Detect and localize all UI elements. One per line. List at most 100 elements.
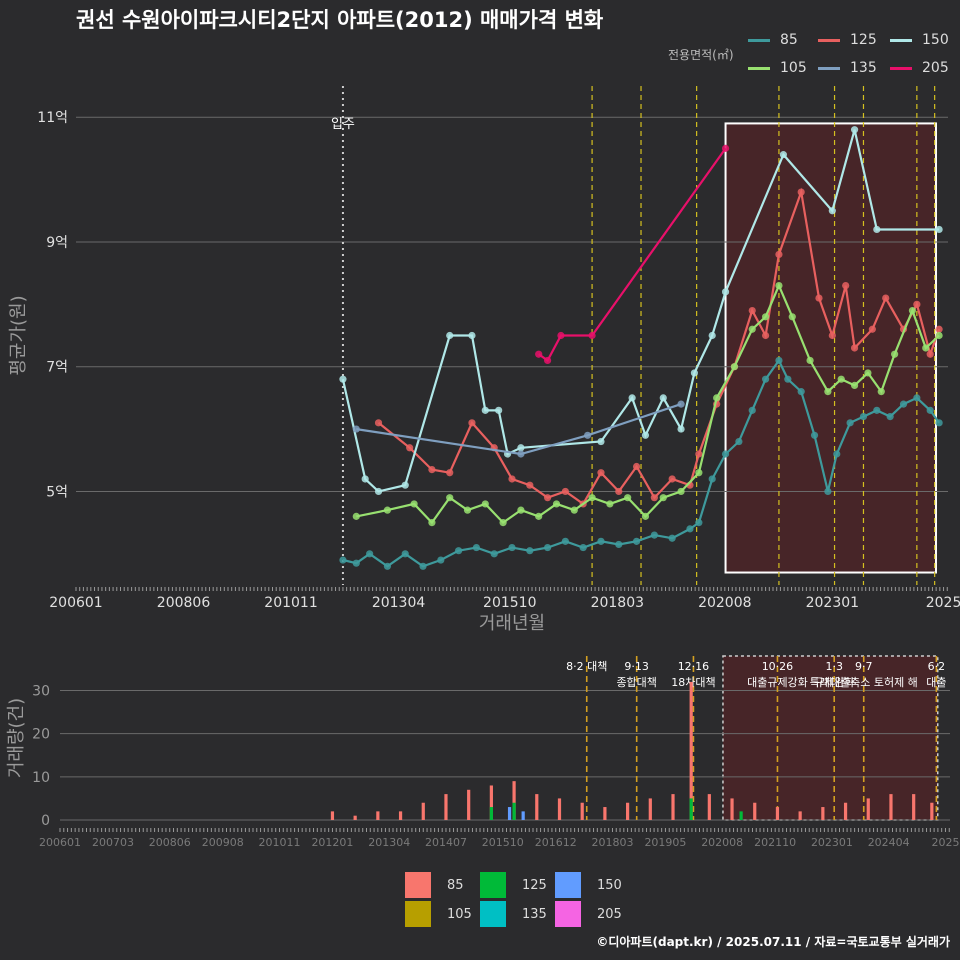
data-point-150 xyxy=(659,394,667,402)
data-point-105 xyxy=(761,313,770,321)
y-tick-label: 9억 xyxy=(46,235,68,251)
data-point-85 xyxy=(873,406,881,414)
annotation-label: 18차대책 xyxy=(671,676,715,689)
data-point-150 xyxy=(779,151,787,159)
data-point-135 xyxy=(677,400,685,408)
data-point-125 xyxy=(828,331,836,340)
data-point-125 xyxy=(868,325,876,333)
data-point-125 xyxy=(615,487,623,496)
annotation-label: 입주 xyxy=(331,117,355,132)
data-point-150 xyxy=(721,288,730,296)
data-point-150 xyxy=(677,425,685,433)
legend-swatch xyxy=(405,901,431,927)
data-point-105 xyxy=(535,512,543,520)
x-tick-label: 201905 xyxy=(644,836,686,849)
data-point-125 xyxy=(632,462,641,471)
volume-bar-85 xyxy=(821,807,825,820)
data-point-150 xyxy=(481,406,489,414)
volume-legend-item-135: 135 xyxy=(480,901,547,927)
data-point-105 xyxy=(824,388,832,396)
data-point-125 xyxy=(748,306,756,315)
data-point-205 xyxy=(535,350,543,358)
data-point-85 xyxy=(935,419,943,427)
legend-label: 150 xyxy=(922,32,949,48)
data-point-85 xyxy=(833,450,841,458)
data-point-85 xyxy=(797,388,805,396)
legend-label: 85 xyxy=(447,877,464,893)
volume-bar-85 xyxy=(580,802,584,820)
data-point-150 xyxy=(690,369,699,377)
data-point-150 xyxy=(935,225,943,234)
data-point-125 xyxy=(526,481,534,489)
annotation-label: 종합대책 xyxy=(616,676,656,689)
data-point-150 xyxy=(628,394,636,402)
data-point-105 xyxy=(659,494,667,502)
volume-legend-item-205: 205 xyxy=(555,901,622,927)
x-tick-label: 202008 xyxy=(698,595,751,611)
x-tick-label: 2025 xyxy=(926,595,960,611)
y-tick-label: 11억 xyxy=(37,110,68,126)
data-point-105 xyxy=(908,306,917,315)
volume-bar-85 xyxy=(512,781,516,820)
volume-bar-150 xyxy=(521,811,525,820)
volume-bar-85 xyxy=(330,811,335,820)
data-point-125 xyxy=(842,282,850,290)
data-point-105 xyxy=(891,350,899,358)
data-point-85 xyxy=(526,547,534,555)
legend-label: 135 xyxy=(522,906,547,922)
volume-bar-85 xyxy=(648,798,652,820)
volume-bar-85 xyxy=(603,807,607,820)
data-point-105 xyxy=(383,506,392,514)
x-tick-label: 201201 xyxy=(311,836,353,849)
x-tick-label: 201011 xyxy=(264,595,317,611)
volume-bar-85 xyxy=(775,807,780,820)
x-tick-label: 201304 xyxy=(368,836,410,849)
volume-legend: 85 125 150 105 135 205 xyxy=(405,872,645,930)
data-point-125 xyxy=(815,294,823,302)
data-point-150 xyxy=(468,331,476,340)
data-point-150 xyxy=(828,207,836,215)
y-tick-label: 30 xyxy=(32,684,50,700)
x-tick-label: 202404 xyxy=(868,836,910,849)
data-point-85 xyxy=(686,525,694,533)
data-point-150 xyxy=(374,487,383,496)
data-point-85 xyxy=(810,431,819,439)
data-point-125 xyxy=(668,475,676,483)
data-point-125 xyxy=(428,466,436,474)
data-point-105 xyxy=(606,500,614,508)
data-point-125 xyxy=(775,250,783,259)
data-point-85 xyxy=(366,550,374,558)
data-point-105 xyxy=(552,500,561,508)
volume-bar-85 xyxy=(626,802,630,820)
x-tick-label: 201304 xyxy=(372,595,426,611)
data-point-85 xyxy=(784,375,792,383)
legend-caption: 전용면적(㎡) xyxy=(668,48,734,62)
annotation-label: 9·7 xyxy=(855,660,873,673)
series-line-135 xyxy=(356,403,682,456)
data-point-85 xyxy=(490,550,498,558)
data-point-85 xyxy=(352,559,360,567)
x-tick-label: 201407 xyxy=(425,836,467,849)
data-point-125 xyxy=(650,494,658,502)
data-point-85 xyxy=(748,406,756,414)
data-point-105 xyxy=(935,331,943,340)
y-tick-label: 20 xyxy=(32,727,50,743)
data-point-105 xyxy=(788,313,796,321)
data-point-105 xyxy=(864,369,872,377)
data-point-105 xyxy=(499,519,507,527)
volume-bar-85 xyxy=(689,681,693,820)
data-point-125 xyxy=(597,469,605,477)
x-axis-title: 거래년월 xyxy=(479,613,545,634)
data-point-85 xyxy=(761,375,770,383)
data-point-85 xyxy=(455,547,463,555)
chart-title: 권선 수원아이파크시티2단지 아파트(2012) 매매가격 변화 xyxy=(76,8,604,32)
data-point-125 xyxy=(374,419,383,427)
x-tick-label: 200806 xyxy=(149,836,191,849)
data-point-105 xyxy=(624,494,632,502)
volume-bar-150 xyxy=(507,807,512,820)
data-point-105 xyxy=(775,282,783,290)
x-tick-label: 201510 xyxy=(482,836,524,849)
volume-bar-85 xyxy=(889,794,893,820)
data-point-85 xyxy=(579,543,587,552)
volume-legend-item-105: 105 xyxy=(405,901,472,927)
